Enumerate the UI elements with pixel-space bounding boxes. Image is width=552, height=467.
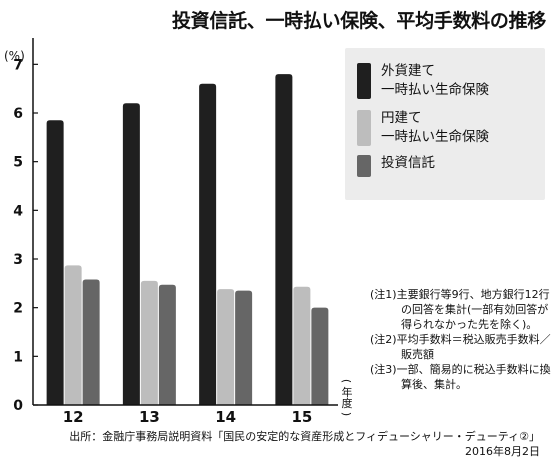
y-tick-label: 3	[13, 252, 23, 268]
note-1: (注1)主要銀行等9行、地方銀行12行の回答を集計(一部有効回答が得られなかった…	[370, 288, 550, 331]
legend-label: 円建て 一時払い生命保険	[381, 110, 489, 145]
legend-label: 外貨建て 一時払い生命保険	[381, 63, 489, 98]
chart-title: 投資信託、一時払い保険、平均手数料の推移	[171, 10, 546, 32]
note-3: (注3)一部、簡易的に税込手数料に換算後、集計。	[370, 363, 551, 391]
legend-label: 投資信託	[381, 155, 435, 171]
y-tick-label: 6	[13, 106, 23, 122]
x-tick-label: 15	[291, 408, 312, 426]
bar	[199, 83, 217, 406]
x-tick-label: 14	[215, 408, 236, 426]
bar	[311, 307, 329, 405]
legend: 外貨建て 一時払い生命保険 円建て 一時払い生命保険投資信託	[345, 48, 545, 200]
footnotes: (注1)主要銀行等9行、地方銀行12行の回答を集計(一部有効回答が得られなかった…	[370, 287, 552, 392]
source-line-2: 2016年8月2日	[465, 445, 540, 458]
note-2: (注2)平均手数料＝税込販売手数料／販売額	[370, 333, 551, 361]
x-tick-label: 12	[63, 408, 84, 426]
y-axis-label: (%)	[4, 49, 25, 63]
x-axis-label-char: 年	[342, 385, 353, 399]
x-tick-label: 13	[139, 408, 160, 426]
bar	[46, 120, 64, 406]
bar	[64, 265, 82, 405]
bar	[82, 279, 100, 405]
y-tick-label: 7	[13, 57, 23, 73]
bar	[275, 74, 293, 406]
legend-swatch	[357, 63, 371, 99]
y-tick-label: 2	[13, 301, 23, 317]
bar	[140, 280, 158, 405]
bar	[122, 103, 140, 406]
bar	[158, 284, 176, 405]
bar	[293, 286, 311, 405]
x-axis-label-char: )	[340, 412, 353, 416]
legend-swatch	[357, 110, 371, 146]
x-axis-label-char: (	[340, 379, 353, 383]
x-axis-label-char: 度	[342, 396, 353, 410]
source-line-1: 出所：金融庁事務局説明資料「国民の安定的な資産形成とフィデューシャリー・デューテ…	[69, 430, 540, 443]
y-tick-label: 5	[13, 155, 23, 171]
y-tick-label: 1	[13, 349, 23, 365]
bars-group	[46, 74, 329, 406]
bar	[235, 290, 253, 405]
y-tick-label: 4	[13, 203, 23, 219]
y-tick-label: 0	[13, 398, 23, 414]
legend-swatch	[357, 155, 371, 177]
source-citation: 出所：金融庁事務局説明資料「国民の安定的な資産形成とフィデューシャリー・デューテ…	[0, 429, 540, 459]
bar	[217, 289, 235, 405]
